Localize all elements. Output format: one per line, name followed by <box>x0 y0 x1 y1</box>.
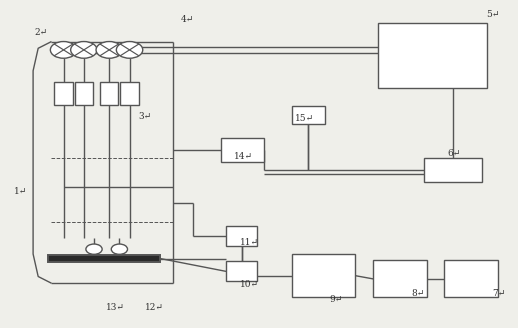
Bar <box>226 261 257 281</box>
Text: 5↵: 5↵ <box>486 10 499 19</box>
Bar <box>226 226 257 246</box>
Bar <box>221 138 264 162</box>
Bar <box>48 255 160 262</box>
Text: 12↵: 12↵ <box>145 303 164 312</box>
Circle shape <box>86 244 102 254</box>
Circle shape <box>117 42 143 58</box>
Circle shape <box>50 42 77 58</box>
Text: 9↵: 9↵ <box>329 296 342 304</box>
Text: 15↵: 15↵ <box>295 114 314 123</box>
Bar <box>120 82 139 105</box>
Text: 8↵: 8↵ <box>411 289 425 298</box>
Text: 10↵: 10↵ <box>240 280 258 289</box>
Text: 3↵: 3↵ <box>138 112 151 121</box>
Bar <box>54 82 73 105</box>
Text: 14↵: 14↵ <box>234 153 253 161</box>
Bar <box>75 82 93 105</box>
Text: 13↵: 13↵ <box>106 303 124 312</box>
Circle shape <box>111 244 127 254</box>
Text: 2↵: 2↵ <box>34 28 47 37</box>
Bar <box>373 260 426 297</box>
Circle shape <box>96 42 122 58</box>
Circle shape <box>70 42 97 58</box>
Text: 1↵: 1↵ <box>15 187 27 196</box>
Text: 7↵: 7↵ <box>493 289 506 298</box>
Bar <box>292 106 325 124</box>
Bar <box>292 254 355 297</box>
Text: 6↵: 6↵ <box>448 149 461 158</box>
Bar <box>444 260 498 297</box>
Bar <box>100 82 119 105</box>
Bar <box>424 157 482 182</box>
Text: 4↵: 4↵ <box>180 15 194 24</box>
Bar <box>378 23 487 89</box>
Text: 11↵: 11↵ <box>240 237 258 247</box>
